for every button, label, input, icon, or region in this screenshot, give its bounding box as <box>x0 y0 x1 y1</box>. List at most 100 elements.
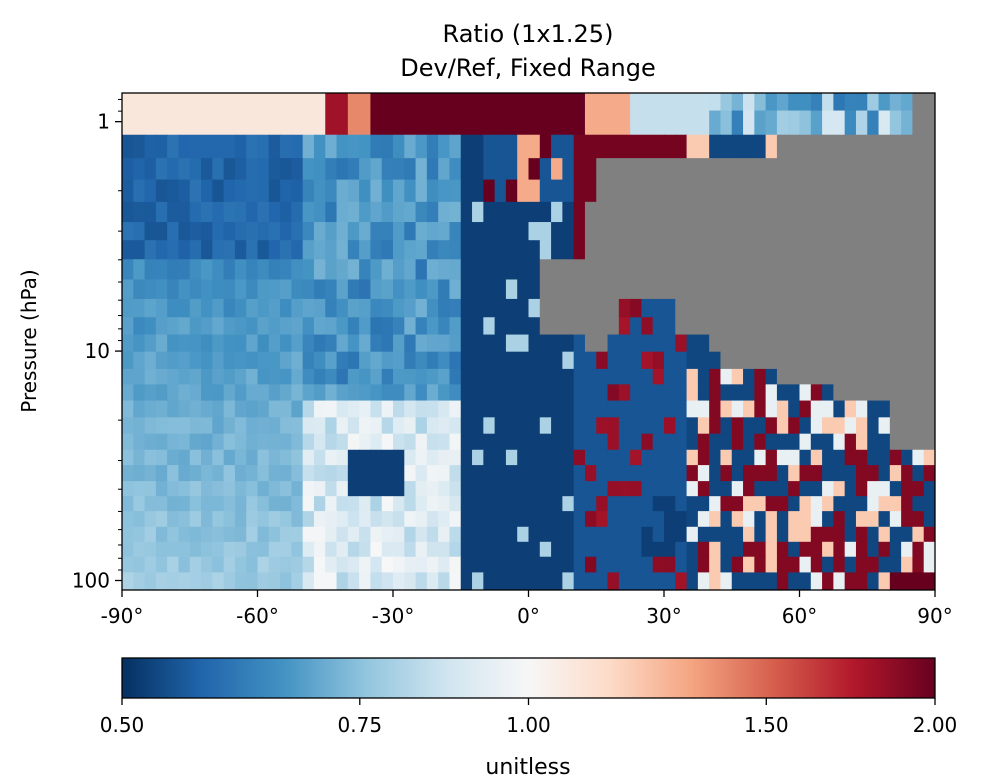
heatmap-cell <box>878 222 891 241</box>
heatmap-cell <box>867 201 880 223</box>
heatmap-cell <box>189 201 202 223</box>
heatmap-cell <box>483 556 496 574</box>
heatmap-cell <box>754 556 767 574</box>
heatmap-cell <box>212 384 225 402</box>
heatmap-cell <box>788 317 801 336</box>
heatmap-cell <box>641 158 654 181</box>
heatmap-cell <box>844 334 857 353</box>
heatmap-cell <box>133 179 146 203</box>
heatmap-cell <box>641 417 654 435</box>
heatmap-cell <box>754 201 767 223</box>
heatmap-cell <box>144 279 157 300</box>
heatmap-cell <box>234 259 247 281</box>
heatmap-cell <box>460 240 473 260</box>
heatmap-cell <box>393 511 405 528</box>
heatmap-cell <box>765 134 778 159</box>
heatmap-cell <box>201 572 213 590</box>
heatmap-cell <box>720 240 733 260</box>
heatmap-cell <box>697 201 710 223</box>
heatmap-cell <box>584 526 597 543</box>
heatmap-cell <box>923 556 935 574</box>
heatmap-cell <box>359 351 372 370</box>
heatmap-cell <box>268 417 281 435</box>
heatmap-cell <box>596 433 609 451</box>
heatmap-cell <box>822 541 834 558</box>
heatmap-cell <box>833 334 846 353</box>
heatmap-cell <box>573 556 586 574</box>
heatmap-cell <box>178 259 191 281</box>
heatmap-cell <box>878 134 891 159</box>
heatmap-cell <box>438 110 451 136</box>
heatmap-cell <box>607 334 620 353</box>
heatmap-cell <box>720 368 733 385</box>
heatmap-cell <box>370 298 383 318</box>
heatmap-cell <box>776 222 789 241</box>
heatmap-cell <box>223 279 236 300</box>
heatmap-cell <box>449 572 462 590</box>
heatmap-cell <box>641 526 654 543</box>
heatmap-cell <box>923 572 935 590</box>
heatmap-cell <box>765 433 778 451</box>
heatmap-cell <box>923 541 935 558</box>
heatmap-cell <box>234 158 247 181</box>
heatmap-cell <box>889 433 902 451</box>
heatmap-cell <box>393 351 405 370</box>
heatmap-cell <box>607 158 620 181</box>
heatmap-cell <box>901 449 914 466</box>
heatmap-cell <box>901 417 914 435</box>
heatmap-cell <box>731 240 744 260</box>
heatmap-cell <box>517 279 530 300</box>
heatmap-cell <box>178 298 191 318</box>
heatmap-cell <box>347 511 360 528</box>
heatmap-cell <box>460 158 473 181</box>
heatmap-cell <box>539 158 552 181</box>
heatmap-cell <box>901 179 914 203</box>
heatmap-cell <box>505 400 518 418</box>
heatmap-cell <box>664 572 676 590</box>
heatmap-cell <box>415 526 428 543</box>
heatmap-cell <box>167 449 180 466</box>
heatmap-cell <box>280 93 292 112</box>
heatmap-cell <box>505 526 518 543</box>
heatmap-cell <box>528 279 541 300</box>
heatmap-cell <box>494 368 507 385</box>
heatmap-cell <box>381 526 394 543</box>
heatmap-cell <box>539 433 552 451</box>
heatmap-cell <box>810 368 823 385</box>
heatmap-cell <box>438 465 451 482</box>
heatmap-cell <box>630 110 643 136</box>
heatmap-cell <box>460 417 473 435</box>
heatmap-cell <box>539 240 552 260</box>
heatmap-cell <box>754 279 767 300</box>
heatmap-cell <box>743 222 755 241</box>
heatmap-cell <box>697 400 710 418</box>
heatmap-cell <box>122 400 134 418</box>
heatmap-cell <box>234 201 247 223</box>
heatmap-cell <box>472 240 484 260</box>
heatmap-cell <box>697 572 710 590</box>
heatmap-cell <box>822 526 834 543</box>
heatmap-cell <box>754 317 767 336</box>
heatmap-cell <box>720 222 733 241</box>
heatmap-cell <box>844 110 857 136</box>
heatmap-cell <box>336 259 349 281</box>
heatmap-cell <box>189 481 202 497</box>
heatmap-cell <box>641 572 654 590</box>
heatmap-cell <box>393 134 405 159</box>
heatmap-cell <box>133 433 146 451</box>
heatmap-cell <box>404 368 417 385</box>
heatmap-cell <box>855 317 868 336</box>
heatmap-cell <box>697 496 710 512</box>
heatmap-cell <box>596 449 609 466</box>
heatmap-cell <box>551 317 563 336</box>
heatmap-cell <box>584 334 597 353</box>
heatmap-cell <box>867 351 880 370</box>
heatmap-cell <box>551 449 563 466</box>
colorbar-tick-label: 1.00 <box>506 713 551 737</box>
heatmap-cell <box>505 317 518 336</box>
heatmap-cell <box>607 240 620 260</box>
heatmap-cell <box>257 93 270 112</box>
heatmap-cell <box>528 481 541 497</box>
heatmap-cell <box>370 179 383 203</box>
heatmap-cell <box>720 417 733 435</box>
